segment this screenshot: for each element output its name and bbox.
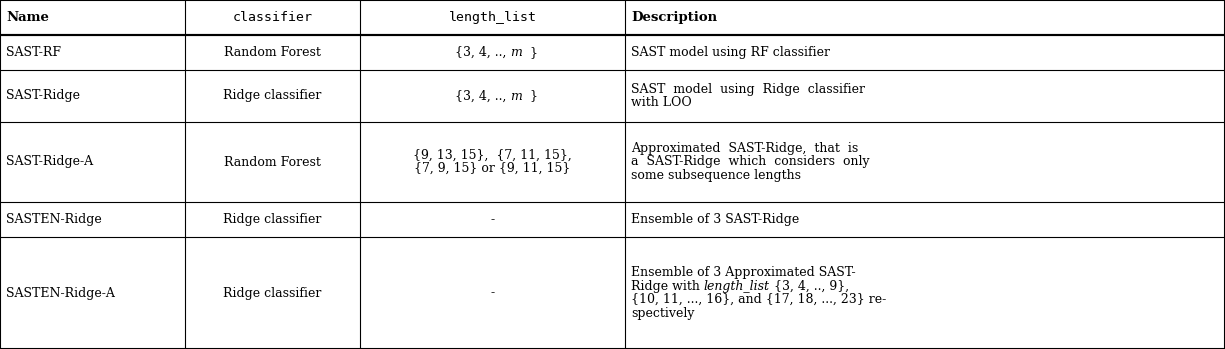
Text: Random Forest: Random Forest — [224, 46, 321, 59]
Text: length_list: length_list — [704, 280, 769, 293]
Text: length_list: length_list — [448, 11, 537, 24]
Text: {3, 4, ..,: {3, 4, .., — [464, 46, 521, 59]
Text: -: - — [490, 287, 495, 299]
Text: SAST-Ridge: SAST-Ridge — [6, 89, 80, 103]
Text: SAST  model  using  Ridge  classifier: SAST model using Ridge classifier — [631, 83, 865, 96]
Text: SAST-Ridge-A: SAST-Ridge-A — [6, 156, 93, 169]
Text: {3, 4, ..,: {3, 4, .., — [464, 89, 521, 103]
Text: classifier: classifier — [233, 11, 312, 24]
Text: {3, 4, .., 9},: {3, 4, .., 9}, — [769, 280, 849, 293]
Text: {9, 13, 15},  {7, 11, 15},: {9, 13, 15}, {7, 11, 15}, — [413, 149, 572, 162]
Text: Ensemble of 3 SAST-Ridge: Ensemble of 3 SAST-Ridge — [631, 213, 799, 226]
Text: Ensemble of 3 Approximated SAST-: Ensemble of 3 Approximated SAST- — [631, 266, 855, 279]
Text: {3, 4, ..,: {3, 4, .., — [454, 46, 511, 59]
Text: Ridge with: Ridge with — [631, 280, 704, 293]
Text: SAST-RF: SAST-RF — [6, 46, 61, 59]
Text: with LOO: with LOO — [631, 96, 692, 109]
Text: m: m — [511, 89, 522, 103]
Text: m: m — [511, 46, 522, 59]
Text: {3, 4, ..,: {3, 4, .., — [454, 89, 511, 103]
Text: Ridge classifier: Ridge classifier — [223, 287, 322, 299]
Text: Random Forest: Random Forest — [224, 156, 321, 169]
Text: }: } — [529, 46, 537, 59]
Text: {3, 4, .., m}: {3, 4, .., m} — [454, 89, 530, 103]
Text: }: } — [529, 89, 537, 103]
Text: SASTEN-Ridge: SASTEN-Ridge — [6, 213, 102, 226]
Text: {10, 11, ..., 16}, and {17, 18, ..., 23} re-: {10, 11, ..., 16}, and {17, 18, ..., 23}… — [631, 293, 886, 306]
Text: Ridge classifier: Ridge classifier — [223, 89, 322, 103]
Text: Description: Description — [631, 11, 717, 24]
Text: SASTEN-Ridge-A: SASTEN-Ridge-A — [6, 287, 115, 299]
Text: some subsequence lengths: some subsequence lengths — [631, 169, 801, 182]
Text: Name: Name — [6, 11, 49, 24]
Text: {7, 9, 15} or {9, 11, 15}: {7, 9, 15} or {9, 11, 15} — [414, 162, 571, 175]
Text: {3, 4, .., m}: {3, 4, .., m} — [454, 46, 530, 59]
Text: a  SAST-Ridge  which  considers  only: a SAST-Ridge which considers only — [631, 156, 870, 169]
Text: Approximated  SAST-Ridge,  that  is: Approximated SAST-Ridge, that is — [631, 142, 859, 155]
Text: SAST model using RF classifier: SAST model using RF classifier — [631, 46, 831, 59]
Text: Ridge classifier: Ridge classifier — [223, 213, 322, 226]
Text: spectively: spectively — [631, 307, 695, 320]
Text: -: - — [490, 213, 495, 226]
